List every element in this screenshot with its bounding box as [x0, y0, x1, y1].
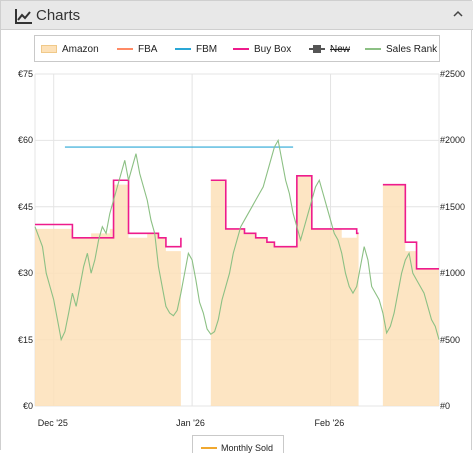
monthly-sold-legend[interactable]: Monthly Sold [192, 435, 284, 453]
fbm-swatch [175, 48, 191, 50]
y-right-tick-label: #1500 [440, 201, 466, 212]
chevron-up-icon[interactable] [452, 8, 464, 20]
y-right-tick-label: #1000 [440, 268, 466, 279]
y-right-tick-label: #2000 [440, 135, 466, 146]
legend-item-amazon[interactable]: Amazon [41, 42, 99, 56]
legend-label-buy-box: Buy Box [254, 43, 292, 55]
y-right-tick-label: #2500 [440, 69, 466, 79]
buy-box-line [382, 183, 439, 270]
legend-label-new: New [330, 43, 351, 55]
y-left-tick-label: €60 [17, 135, 33, 146]
fba-swatch [117, 48, 133, 50]
legend-label-fba: FBA [138, 43, 158, 55]
amazon-area [382, 184, 439, 406]
y-left-tick-label: €15 [17, 334, 33, 345]
x-tick-label: Jan '26 [176, 418, 205, 428]
chart-legend: Amazon FBA FBM Buy Box New Sales Rank [34, 35, 440, 62]
y-left-tick-label: €45 [17, 201, 33, 212]
sales-rank-line [34, 138, 440, 342]
amazon-area [210, 175, 359, 406]
legend-item-sales-rank[interactable]: Sales Rank [365, 42, 437, 56]
legend-item-new[interactable]: New [309, 42, 350, 56]
legend-label-amazon: Amazon [62, 43, 99, 55]
buy-box-swatch [233, 48, 249, 50]
charts-header[interactable]: Charts [1, 1, 473, 30]
panel-title: Charts [36, 7, 81, 24]
y-left-tick-label: €0 [22, 401, 33, 411]
legend-label-sales-rank: Sales Rank [386, 43, 438, 55]
legend-label-monthly-sold: Monthly Sold [221, 443, 274, 453]
line-chart-icon [15, 9, 32, 24]
new-marker-icon [309, 44, 325, 54]
y-left-tick-label: €75 [17, 69, 33, 79]
amazon-swatch [41, 45, 57, 53]
x-tick-label: Dec '25 [37, 418, 68, 428]
amazon-area [35, 184, 181, 406]
buy-box-line [210, 175, 359, 248]
y-right-tick-label: #0 [440, 401, 451, 411]
sales-rank-swatch [365, 48, 381, 50]
y-left-tick-label: €30 [17, 268, 33, 279]
legend-label-fbm: FBM [196, 43, 218, 55]
legend-item-buy-box[interactable]: Buy Box [233, 42, 291, 56]
buy-box-line [35, 179, 182, 248]
x-tick-label: Feb '26 [314, 418, 345, 428]
monthly-sold-swatch [201, 447, 217, 449]
legend-item-fbm[interactable]: FBM [175, 42, 217, 56]
legend-item-fba[interactable]: FBA [117, 42, 157, 56]
y-right-tick-label: #500 [440, 334, 461, 345]
